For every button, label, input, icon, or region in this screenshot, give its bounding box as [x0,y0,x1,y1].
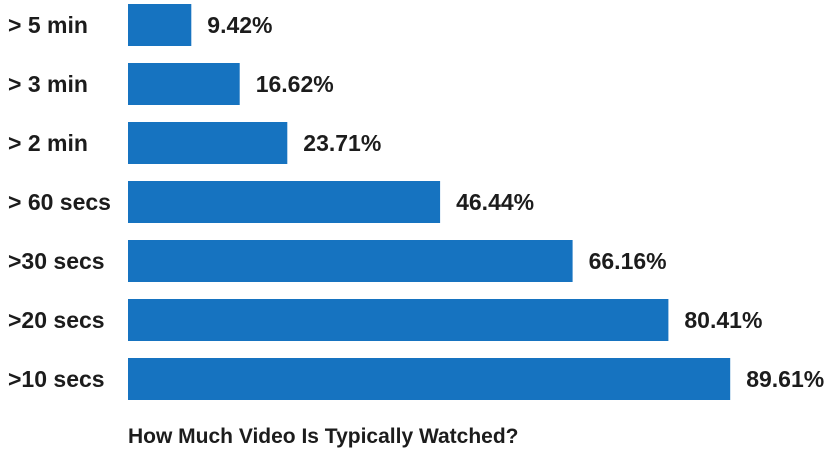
bar [128,358,731,400]
value-label: 46.44% [456,189,534,215]
category-label: >20 secs [8,307,105,333]
bars [128,4,731,400]
category-label: > 3 min [8,71,88,97]
category-label: > 60 secs [8,189,111,215]
value-label: 16.62% [256,71,334,97]
bar [128,4,192,46]
value-label: 66.16% [589,248,667,274]
value-label: 89.61% [746,366,824,392]
category-label: > 5 min [8,12,88,38]
bar [128,299,669,341]
value-label: 23.71% [303,130,381,156]
bar [128,181,441,223]
bar [128,240,573,282]
value-labels: 9.42% 16.62% 23.71% 46.44% 66.16% 80.41% 89.61… [207,12,824,392]
category-label: >10 secs [8,366,105,392]
value-label: 9.42% [207,12,272,38]
category-label: > 2 min [8,130,88,156]
bar [128,63,240,105]
bar [128,122,288,164]
chart-title: How Much Video Is Typically Watched? [128,425,519,448]
value-label: 80.41% [684,307,762,333]
category-label: >30 secs [8,248,105,274]
category-labels: > 5 min > 3 min > 2 min > 60 secs >30 secs >2… [8,12,111,392]
